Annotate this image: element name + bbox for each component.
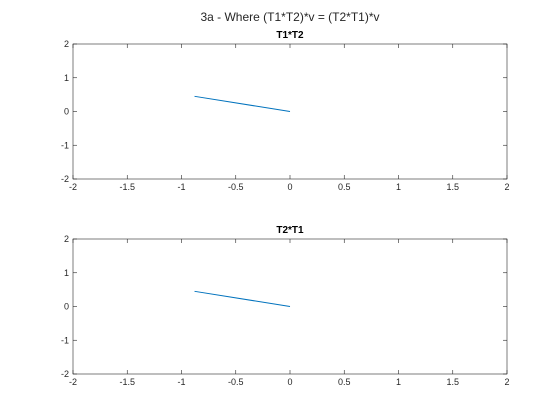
- chart-2-title: T2*T1: [276, 225, 304, 236]
- chart-2: T2*T1 -2 -1.5 -1 -0.5 0 0.5 1 1.5 2 -2 -1 0 1 2: [61, 225, 510, 387]
- chart-1-ytick-label: 0: [64, 107, 69, 117]
- chart-2-ytick-label: 1: [64, 268, 69, 278]
- chart-2-ytick-label: -1: [61, 335, 69, 345]
- chart-1-ytick-label: -2: [61, 174, 69, 184]
- chart-2-ytick-label: -2: [61, 369, 69, 379]
- figure-title: 3a - Where (T1*T2)*v = (T2*T1)*v: [200, 10, 379, 24]
- chart-2-xtick-label: 2: [504, 377, 509, 387]
- chart-1-ytick-label: 2: [64, 39, 69, 49]
- chart-1-xtick-label: 0.5: [338, 182, 351, 192]
- chart-1-xtick-label: -0.5: [228, 182, 244, 192]
- chart-2-xtick-label: 1: [396, 377, 401, 387]
- chart-2-xtick-label: 0: [287, 377, 292, 387]
- chart-2-xtick-label: -1: [177, 377, 185, 387]
- chart-1-xtick-label: -1: [177, 182, 185, 192]
- chart-1-ytick-label: 1: [64, 73, 69, 83]
- chart-1-xtick-label: -1.5: [119, 182, 135, 192]
- chart-2-xtick-label: 1.5: [446, 377, 459, 387]
- chart-1-xtick-label: 1.5: [446, 182, 459, 192]
- chart-2-ytick-label: 0: [64, 302, 69, 312]
- chart-1-ytick-label: -1: [61, 140, 69, 150]
- chart-1-xtick-label: -2: [69, 182, 77, 192]
- chart-2-xtick-label: -0.5: [228, 377, 244, 387]
- chart-2-xtick-label: -1.5: [119, 377, 135, 387]
- chart-2-ytick-label: 2: [64, 234, 69, 244]
- chart-2-xtick-label: -2: [69, 377, 77, 387]
- chart-1: T1*T2 -2 -1.5 -1 -0.5 0 0.5 1 1.5 2 -2 -1 0 1 2: [61, 30, 510, 192]
- chart-1-title: T1*T2: [276, 30, 304, 41]
- chart-1-xtick-label: 0: [287, 182, 292, 192]
- chart-2-xtick-label: 0.5: [338, 377, 351, 387]
- chart-1-xtick-label: 2: [504, 182, 509, 192]
- chart-1-xtick-label: 1: [396, 182, 401, 192]
